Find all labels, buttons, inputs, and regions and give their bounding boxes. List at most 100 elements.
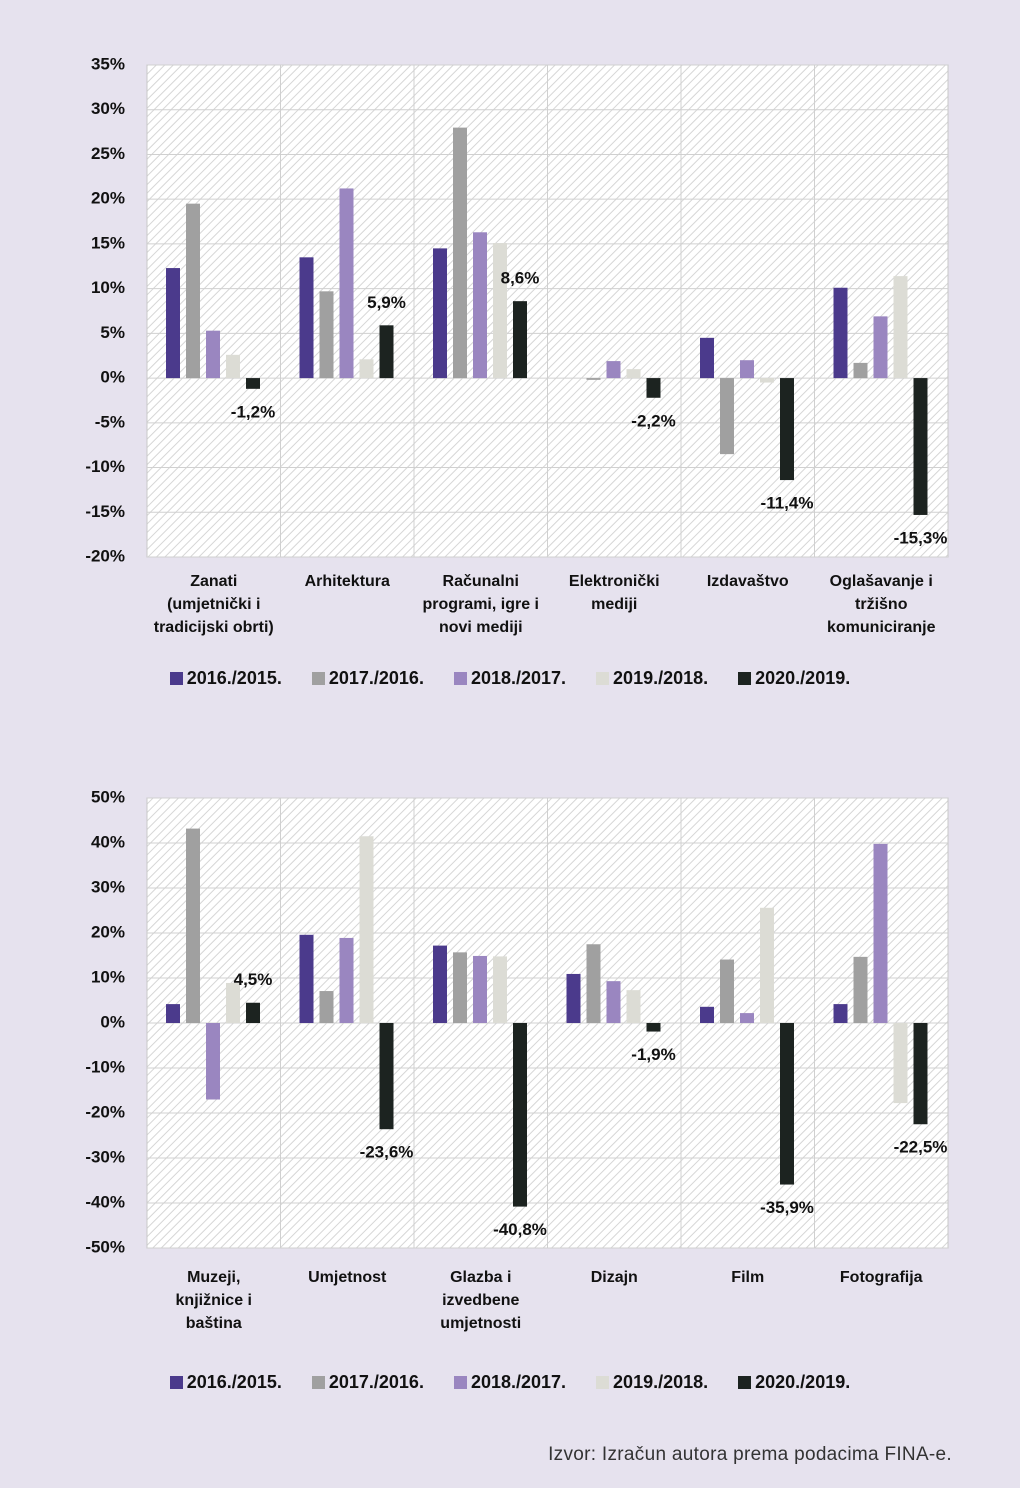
bar [493,956,507,1023]
bar [473,232,487,379]
data-label: 5,9% [367,293,406,312]
legend-item: 2017./2016. [311,1372,424,1393]
bar [780,1023,794,1185]
y-tick-label: -10% [85,1057,125,1076]
legend: 2016./2015. 2017./2016. 2018./2017. 2019./2… [0,1372,1020,1393]
legend-item: 2020./2019. [738,668,850,689]
legend-item: 2018./2017. [453,1372,567,1393]
x-tick-label: Oglašavanje i tržišno komuniciranje [827,573,936,636]
legend-item: 2016./2015. [169,668,282,689]
bar [166,1004,180,1023]
y-tick-label: 10% [91,278,125,297]
legend-label: 2020./2019. [755,1372,851,1392]
data-label: -23,6% [360,1143,414,1162]
y-tick-label: -20% [85,546,125,565]
data-label: 8,6% [501,269,540,288]
y-tick-label: -15% [85,502,125,521]
legend-swatch [311,672,325,685]
legend-label: 2019./2018. [613,668,709,688]
x-tick-label: Dizajn [590,1269,638,1286]
bar [913,378,928,515]
legend-item: 2019./2018. [596,668,708,689]
data-label: -15,3% [894,528,948,547]
legend-item: 2020./2019. [738,1372,850,1393]
legend-swatch [596,1376,610,1389]
bar [586,378,601,380]
bar [740,360,754,379]
x-tick-label: Izdavaštvo [706,573,789,590]
x-tick-label: Arhitektura [304,573,390,590]
bar [626,990,641,1023]
x-tick-label: Umjetnost [308,1269,387,1286]
bar [453,127,467,379]
bar [513,1023,527,1207]
bar [646,1023,661,1032]
legend-item: 2016./2015. [169,1372,282,1393]
bar [379,325,394,379]
bar [873,843,888,1023]
bar [186,828,200,1023]
legend-swatch [169,1376,183,1389]
bar [339,937,354,1023]
legend-label: 2018./2017. [470,1372,567,1392]
legend-swatch [169,672,183,685]
bar [893,1023,908,1104]
bar [493,243,507,379]
bar [453,952,467,1023]
data-label: -40,8% [493,1220,547,1239]
bar [319,291,334,379]
bar [646,378,661,398]
legend-swatch [453,672,467,685]
legend-label: 2017./2016. [328,1372,424,1392]
source-note: Izvor: Izračun autora prema podacima FIN… [548,1444,952,1465]
bar [513,301,527,379]
bar [246,1002,260,1023]
bar [246,378,260,389]
data-label: -1,2% [231,402,275,421]
legend-item: 2018./2017. [453,668,566,689]
bar [566,973,581,1023]
bar [473,955,487,1023]
data-label: -35,9% [760,1198,814,1217]
y-tick-label: -20% [85,1102,125,1121]
y-tick-label: -10% [85,457,125,476]
legend-swatch [738,672,752,685]
legend-swatch [738,1376,752,1389]
legend-label: 2019./2018. [613,1372,709,1392]
y-tick-label: -40% [85,1192,125,1211]
bar [226,982,240,1023]
bar [586,944,601,1023]
x-tick-label: Računalni programi, igre i novi mediji [422,573,539,636]
bar [206,330,220,379]
bar [206,1023,220,1100]
x-tick-label: Zanati (umjetnički i tradicijski obrti) [153,573,274,636]
data-label: -11,4% [761,494,814,513]
data-label: -2,2% [631,411,675,430]
y-tick-label: 15% [91,233,125,252]
x-tick-label: Fotografija [839,1269,923,1286]
bar [913,1023,928,1125]
bar [319,991,334,1023]
legend-label: 2020./2019. [755,668,851,688]
y-tick-label: 0% [100,1012,125,1031]
legend-label: 2016./2015. [186,1372,282,1392]
x-tick-label: Film [731,1269,765,1286]
y-tick-label: 5% [100,323,125,342]
bar [700,337,714,379]
bar [359,836,374,1023]
legend-item: 2019./2018. [596,1372,708,1393]
bar [720,378,734,455]
bar [626,369,641,379]
bar [893,276,908,379]
bar [299,257,314,379]
y-tick-label: 35% [91,54,125,73]
y-tick-label: 0% [100,368,125,387]
data-label: 4,5% [234,970,273,989]
bar [853,956,868,1023]
y-tick-label: 10% [91,967,125,986]
legend-label: 2016./2015. [186,668,282,688]
legend-item: 2017./2016. [311,668,424,689]
bar [433,248,447,379]
